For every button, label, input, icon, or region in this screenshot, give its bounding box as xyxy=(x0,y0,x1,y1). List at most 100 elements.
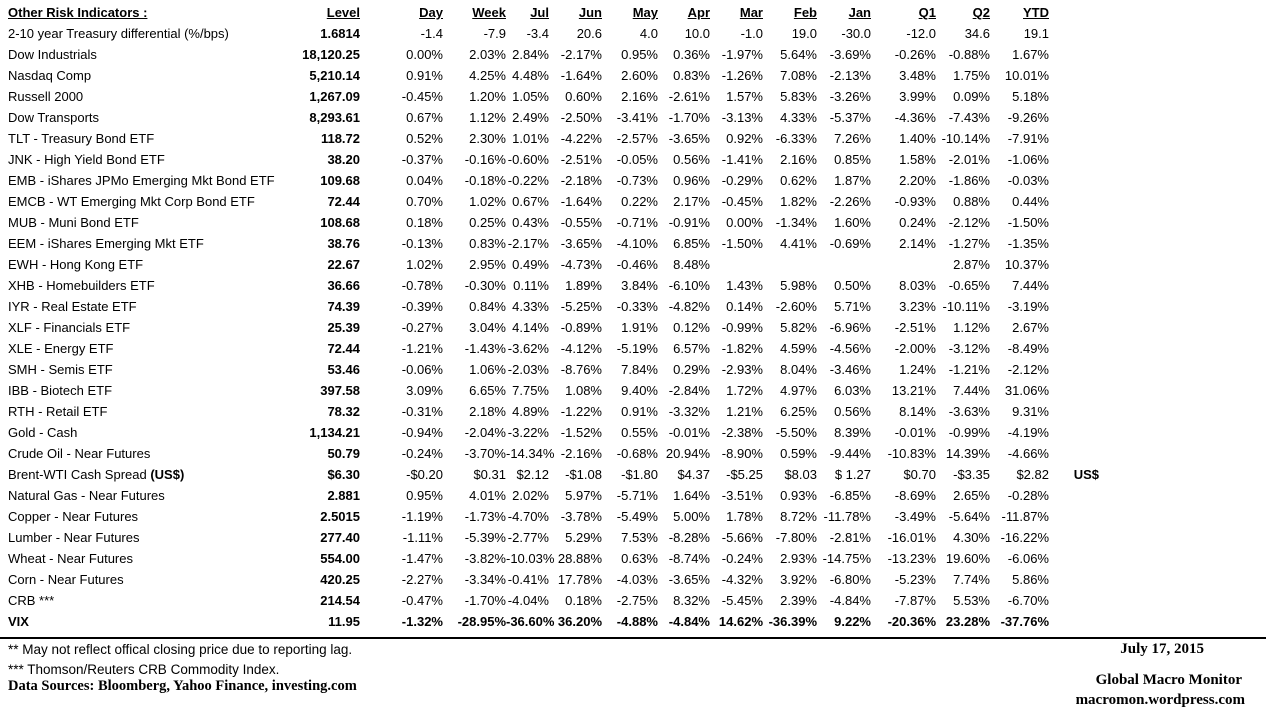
cell-jul: -3.4 xyxy=(526,26,549,41)
cell-apr: -8.28% xyxy=(668,530,710,545)
cell-apr: 0.96% xyxy=(673,173,710,188)
column-header-label: Apr xyxy=(687,5,710,20)
cell-jan: -0.69% xyxy=(829,236,871,251)
cell-ytd: 7.44% xyxy=(1012,278,1049,293)
indicator-name-text: EMCB - WT Emerging Mkt Corp Bond ETF xyxy=(8,194,255,209)
indicator-name-text: Corn - Near Futures xyxy=(8,572,124,587)
column-header-label: Level xyxy=(326,5,360,20)
cell-week: -2.04% xyxy=(464,425,506,440)
table-row: VIX 11.95 -1.32% -28.95% -36.60% 36.20% -4.88%… xyxy=(8,611,1099,632)
cell-feb: 4.41% xyxy=(780,236,817,251)
cell-jun: 5.97% xyxy=(565,488,602,503)
cell-jun: -4.12% xyxy=(560,341,602,356)
table-row: Copper - Near Futures 2.5015 -1.19% -1.73% -… xyxy=(8,506,1099,527)
cell-note xyxy=(1049,44,1099,65)
cell-q1: $0.70 xyxy=(903,467,936,482)
cell-may: 7.84% xyxy=(621,362,658,377)
indicator-name-text: XHB - Homebuilders ETF xyxy=(8,278,155,293)
cell-jan: -30.0 xyxy=(841,26,871,41)
cell-week: 6.65% xyxy=(469,383,506,398)
cell-feb: 0.62% xyxy=(780,173,817,188)
cell-indicator-name: SMH - Semis ETF xyxy=(8,359,283,380)
cell-week: -0.16% xyxy=(464,152,506,167)
cell-level: 2.881 xyxy=(327,488,360,503)
cell-q2: 34.6 xyxy=(964,26,990,41)
cell-level: 1,267.09 xyxy=(309,89,360,104)
table-title: Other Risk Indicators : xyxy=(8,2,283,23)
cell-apr: -0.91% xyxy=(668,215,710,230)
table-row: Crude Oil - Near Futures 50.79 -0.24% -3.70… xyxy=(8,443,1099,464)
indicator-name-text: Copper - Near Futures xyxy=(8,509,139,524)
cell-jan: -3.26% xyxy=(829,89,871,104)
cell-feb: 2.93% xyxy=(780,551,817,566)
cell-level: 1,134.21 xyxy=(309,425,360,440)
cell-day: 0.70% xyxy=(406,194,443,209)
cell-jun: -4.22% xyxy=(560,131,602,146)
cell-jul: 0.67% xyxy=(512,194,549,209)
cell-note xyxy=(1049,338,1099,359)
cell-jan: 1.60% xyxy=(834,215,871,230)
cell-q1: 1.58% xyxy=(899,152,936,167)
cell-mar: -0.99% xyxy=(721,320,763,335)
cell-q2: -1.21% xyxy=(948,362,990,377)
cell-jun: -3.78% xyxy=(560,509,602,524)
table-row: 2-10 year Treasury differential (%/bps) 1… xyxy=(8,23,1099,44)
cell-jun: -4.73% xyxy=(560,257,602,272)
cell-jul: -2.17% xyxy=(507,236,549,251)
cell-may: 0.63% xyxy=(621,551,658,566)
column-header-note xyxy=(1049,2,1099,23)
cell-jul: -0.60% xyxy=(507,152,549,167)
cell-jul: -4.70% xyxy=(507,509,549,524)
cell-mar: -1.82% xyxy=(721,341,763,356)
cell-may: 7.53% xyxy=(621,530,658,545)
cell-indicator-name: MUB - Muni Bond ETF xyxy=(8,212,283,233)
cell-level: 72.44 xyxy=(327,194,360,209)
indicator-name-text: XLE - Energy ETF xyxy=(8,341,114,356)
column-header-q1: Q1 xyxy=(871,2,936,23)
cell-day: 0.95% xyxy=(406,488,443,503)
header-row: Other Risk Indicators : Level Day Week Jul Ju… xyxy=(8,2,1099,23)
cell-ytd: -6.06% xyxy=(1007,551,1049,566)
table-row: IYR - Real Estate ETF 74.39 -0.39% 0.84% 4.3… xyxy=(8,296,1099,317)
cell-q2: 4.30% xyxy=(953,530,990,545)
cell-mar: 1.43% xyxy=(726,278,763,293)
cell-level: 36.66 xyxy=(327,278,360,293)
cell-mar: -0.29% xyxy=(721,173,763,188)
cell-week: -28.95% xyxy=(457,614,506,629)
cell-q2: -2.12% xyxy=(948,215,990,230)
cell-q2: -0.99% xyxy=(948,425,990,440)
cell-day: -0.31% xyxy=(401,404,443,419)
cell-mar: 0.92% xyxy=(726,131,763,146)
cell-indicator-name: TLT - Treasury Bond ETF xyxy=(8,128,283,149)
cell-apr: -4.84% xyxy=(668,614,710,629)
column-header-label: Week xyxy=(472,5,506,20)
cell-jul: -0.22% xyxy=(507,173,549,188)
cell-jan: 9.22% xyxy=(834,614,871,629)
cell-note xyxy=(1049,107,1099,128)
column-header-label: Day xyxy=(419,5,443,20)
cell-jun: -3.65% xyxy=(560,236,602,251)
column-header-label: Feb xyxy=(793,5,817,20)
cell-q1: -10.83% xyxy=(887,446,936,461)
cell-apr: -3.65% xyxy=(668,131,710,146)
cell-note xyxy=(1049,380,1099,401)
indicator-name-text: Wheat - Near Futures xyxy=(8,551,133,566)
cell-indicator-name: EEM - iShares Emerging Mkt ETF xyxy=(8,233,283,254)
cell-feb: 1.82% xyxy=(780,194,817,209)
table-row: RTH - Retail ETF 78.32 -0.31% 2.18% 4.89% -1.… xyxy=(8,401,1099,422)
table-row: Gold - Cash 1,134.21 -0.94% -2.04% -3.22% -1.… xyxy=(8,422,1099,443)
cell-feb: 5.64% xyxy=(780,47,817,62)
cell-week: 2.95% xyxy=(469,257,506,272)
cell-day: -0.47% xyxy=(401,593,443,608)
cell-q2: -10.11% xyxy=(942,299,990,314)
table-row: MUB - Muni Bond ETF 108.68 0.18% 0.25% 0.43%… xyxy=(8,212,1099,233)
cell-indicator-name: Copper - Near Futures xyxy=(8,506,283,527)
cell-note xyxy=(1049,443,1099,464)
footnote-reporting-lag: ** May not reflect offical closing price… xyxy=(8,642,353,657)
cell-q1: 1.24% xyxy=(899,362,936,377)
cell-week: -0.18% xyxy=(464,173,506,188)
cell-level: 78.32 xyxy=(327,404,360,419)
cell-level: $6.30 xyxy=(327,467,360,482)
cell-day: -1.19% xyxy=(401,509,443,524)
table-row: SMH - Semis ETF 53.46 -0.06% 1.06% -2.03% -8.… xyxy=(8,359,1099,380)
